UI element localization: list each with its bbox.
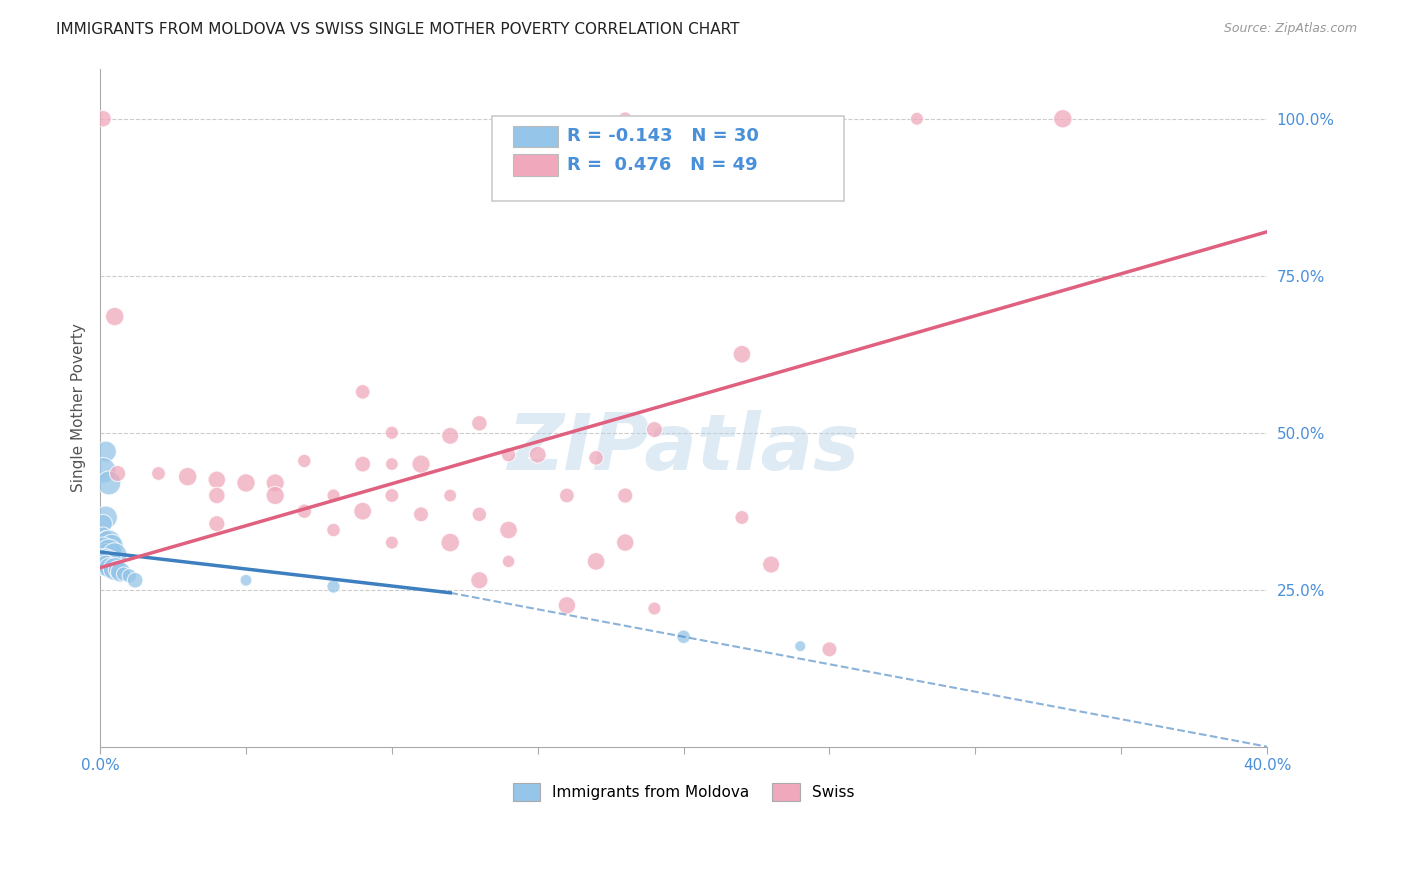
Point [91,558,114,572]
Point [91,529,114,543]
Point [97,545,120,559]
Point [759,558,782,572]
Point [91,516,114,531]
Point [205,473,228,487]
Point [381,457,404,471]
Point [468,508,491,522]
Point [439,488,461,502]
Point [585,554,607,568]
Point [104,562,127,576]
Point [322,488,344,502]
Point [107,563,129,577]
Point [205,488,228,502]
Point [498,554,520,568]
Point [614,535,637,549]
Point [94,558,117,573]
Point [97,560,120,574]
Point [498,448,520,462]
Point [148,467,170,481]
Point [264,488,287,502]
Point [614,112,637,126]
Point [124,574,146,588]
Point [94,551,117,566]
Point [672,630,695,644]
Point [235,574,257,588]
Point [789,639,811,653]
Point [643,423,665,437]
Point [643,601,665,615]
Point [97,552,120,566]
Point [555,599,578,613]
Point [905,112,928,126]
Point [91,112,114,126]
Text: Source: ZipAtlas.com: Source: ZipAtlas.com [1223,22,1357,36]
Point [1052,112,1074,126]
Point [104,310,127,324]
Point [468,574,491,588]
Point [352,457,374,471]
Point [104,548,127,562]
Point [498,523,520,537]
Point [468,417,491,431]
Text: ZIPatlas: ZIPatlas [508,410,859,486]
Y-axis label: Single Mother Poverty: Single Mother Poverty [72,323,86,492]
Point [352,504,374,518]
Point [112,566,135,581]
Text: R = -0.143   N = 30: R = -0.143 N = 30 [567,128,758,145]
Point [818,642,841,657]
Point [381,488,404,502]
Point [381,425,404,440]
Point [91,541,114,556]
Point [614,488,637,502]
Point [526,448,548,462]
Point [409,508,432,522]
Point [439,535,461,549]
Point [235,475,257,490]
Point [409,457,432,471]
Point [97,475,120,490]
Point [110,565,132,579]
Point [94,444,117,458]
Point [264,475,287,490]
Point [352,384,374,399]
Point [176,469,198,483]
Point [94,510,117,524]
Point [97,535,120,549]
Point [94,545,117,559]
Point [101,539,124,553]
Point [322,580,344,594]
Point [91,463,114,477]
Point [555,488,578,502]
Point [322,523,344,537]
Point [205,516,228,531]
Point [118,569,141,583]
Point [94,533,117,547]
Point [731,510,754,524]
Point [381,535,404,549]
Point [101,554,124,568]
Point [439,429,461,443]
Point [731,347,754,361]
Point [292,504,315,518]
Text: R =  0.476   N = 49: R = 0.476 N = 49 [567,156,758,174]
Point [585,450,607,465]
Text: IMMIGRANTS FROM MOLDOVA VS SWISS SINGLE MOTHER POVERTY CORRELATION CHART: IMMIGRANTS FROM MOLDOVA VS SWISS SINGLE … [56,22,740,37]
Point [91,551,114,566]
Legend: Immigrants from Moldova, Swiss: Immigrants from Moldova, Swiss [501,771,868,814]
Point [107,467,129,481]
Point [292,454,315,468]
